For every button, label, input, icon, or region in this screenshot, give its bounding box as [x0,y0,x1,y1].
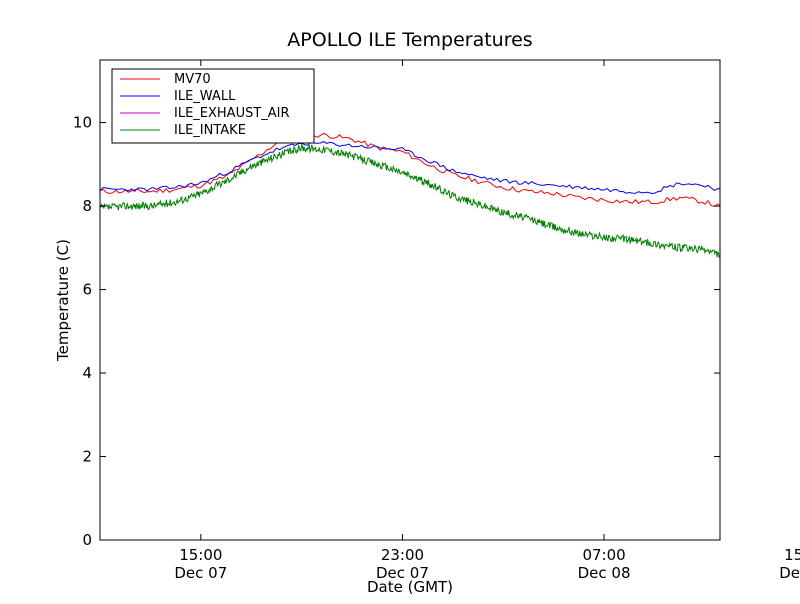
x-tick-label-date: Dec 07 [376,564,429,582]
x-tick-label-date: Dec 08 [578,564,631,582]
x-tick-label-time: 07:00 [582,546,625,564]
y-tick-label: 6 [82,281,92,299]
y-tick-label: 0 [82,531,92,549]
legend-entry-label: ILE_INTAKE [174,123,246,138]
legend: MV70 ILE_WALL ILE_EXHAUST_AIR ILE_INTAKE [111,68,315,144]
chart-title: APOLLO ILE Temperatures [287,29,532,51]
legend-entry-label: ILE_WALL [174,89,236,104]
series-line-ile-intake [100,143,720,259]
series-line-ile-wall [100,140,720,194]
series-group [100,132,720,259]
series-line-mv70 [100,132,720,207]
y-tick-label: 8 [82,197,92,215]
x-tick-label-date: Dec 08 [779,564,800,582]
plot-frame [99,59,721,541]
legend-entry-label: MV70 [174,72,211,87]
y-tick-label: 10 [73,114,92,132]
x-axis-label: Date (GMT) [367,578,453,596]
y-tick-label: 4 [82,364,92,382]
legend-entry-label: ILE_EXHAUST_AIR [174,106,290,121]
y-axis-label: Temperature (C) [54,239,72,362]
x-tick-label-time: 23:00 [381,546,424,564]
x-tick-label-time: 15:00 [784,546,800,564]
legend-box [111,68,315,144]
y-tick-label: 2 [82,448,92,466]
x-tick-label-time: 15:00 [179,546,222,564]
x-tick-label-date: Dec 07 [174,564,227,582]
